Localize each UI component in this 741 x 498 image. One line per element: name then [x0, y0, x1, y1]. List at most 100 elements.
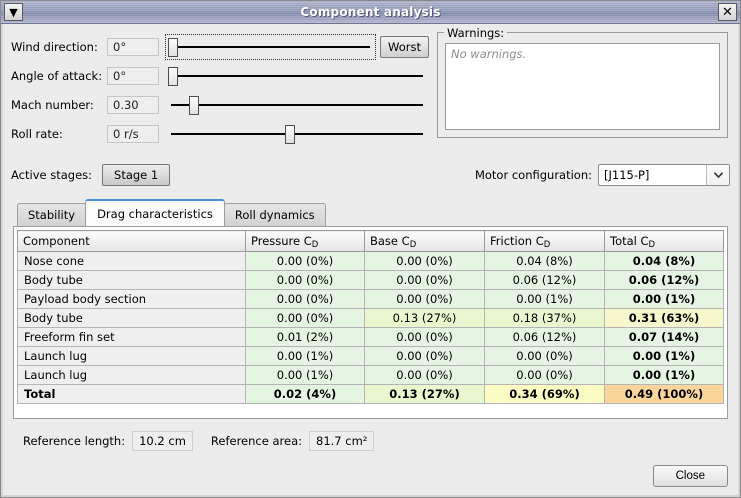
wind-direction-value: 0° [107, 37, 159, 56]
cell-component-name: Payload body section [17, 289, 246, 309]
header-text: Total C [610, 234, 649, 248]
cell-total-cd: 0.00 (1%) [604, 365, 724, 385]
footer-buttons: Close [652, 465, 728, 487]
cell-base-cd: 0.00 (0%) [364, 251, 485, 271]
window-menu-glyph: ▼ [9, 5, 18, 19]
header-text: Pressure C [251, 234, 312, 248]
cell-base-cd: 0.13 (27%) [364, 308, 485, 328]
cell-component-name: Launch lug [17, 365, 246, 385]
table-row[interactable]: Launch lug 0.00 (1%) 0.00 (0%) 0.00 (0%) 0.0… [17, 346, 724, 366]
cell-friction-cd: 0.04 (8%) [484, 251, 605, 271]
table-total-row[interactable]: Total 0.02 (4%) 0.13 (27%) 0.34 (69%) 0.49 (… [17, 384, 724, 404]
reference-length-label: Reference length: [23, 434, 126, 448]
cell-component-name: Body tube [17, 270, 246, 290]
column-header-base-cd[interactable]: Base CD [364, 230, 485, 252]
table-body: Nose cone 0.00 (0%) 0.00 (0%) 0.04 (8%) 0.04… [17, 251, 724, 404]
cell-total-cd: 0.00 (1%) [604, 346, 724, 366]
table-row[interactable]: Nose cone 0.00 (0%) 0.00 (0%) 0.04 (8%) 0.04… [17, 251, 724, 271]
cell-friction-cd: 0.00 (0%) [484, 346, 605, 366]
tab-drag-characteristics[interactable]: Drag characteristics [85, 199, 225, 226]
warnings-text: No warnings. [445, 43, 720, 130]
cell-base-cd: 0.00 (0%) [364, 365, 485, 385]
cell-friction-cd: 0.00 (0%) [484, 365, 605, 385]
header-text: Component [23, 234, 90, 248]
column-header-component[interactable]: Component [17, 230, 246, 252]
reference-area-label: Reference area: [210, 434, 302, 448]
slider-thumb[interactable] [168, 66, 178, 86]
header-text: Friction C [490, 234, 544, 248]
drag-table: Component Pressure CD Base CD Friction C… [17, 230, 724, 404]
slider-row-angle-of-attack: Angle of attack: 0° [11, 61, 429, 90]
subscript-d: D [648, 240, 656, 250]
mach-number-label: Mach number: [11, 97, 94, 112]
subscript-d: D [409, 240, 417, 250]
table-row[interactable]: Body tube 0.00 (0%) 0.00 (0%) 0.06 (12%) 0.0… [17, 270, 724, 290]
close-icon[interactable]: ✕ [718, 3, 737, 21]
mach-number-slider[interactable] [165, 92, 429, 118]
window-title: Component analysis [300, 5, 441, 19]
cell-component-name: Body tube [17, 308, 246, 328]
window-menu-icon[interactable]: ▼ [4, 3, 23, 21]
subscript-d: D [543, 240, 551, 250]
drag-characteristics-panel: Component Pressure CD Base CD Friction C… [13, 226, 728, 419]
column-header-total-cd[interactable]: Total CD [604, 230, 724, 252]
cell-total-cd: 0.07 (14%) [604, 327, 724, 347]
title-bar: ▼ Component analysis ✕ [1, 1, 740, 24]
angle-of-attack-value: 0° [107, 66, 159, 85]
cell-component-name: Launch lug [17, 346, 246, 366]
stage-config-row: Active stages: Stage 1 Motor configurati… [11, 162, 730, 188]
roll-rate-value: 0 r/s [107, 124, 159, 143]
slider-thumb[interactable] [285, 124, 295, 144]
table-row[interactable]: Body tube 0.00 (0%) 0.13 (27%) 0.18 (37%) 0.… [17, 308, 724, 328]
cell-component-name: Total [17, 384, 246, 404]
angle-of-attack-slider[interactable] [165, 63, 429, 89]
cell-base-cd: 0.00 (0%) [364, 270, 485, 290]
subscript-d: D [311, 240, 319, 250]
worst-button[interactable]: Worst [380, 36, 429, 58]
cell-total-cd: 0.06 (12%) [604, 270, 724, 290]
motor-configuration-value: [J115-P] [604, 168, 650, 182]
wind-direction-label: Wind direction: [11, 39, 98, 54]
slider-thumb[interactable] [168, 37, 178, 57]
cell-total-cd: 0.04 (8%) [604, 251, 724, 271]
cell-friction-cd: 0.18 (37%) [484, 308, 605, 328]
tab-stability[interactable]: Stability [17, 203, 87, 226]
motor-configuration-select[interactable]: [J115-P] [598, 164, 730, 186]
reference-values-row: Reference length: 10.2 cm Reference area… [11, 431, 730, 451]
slider-track [171, 132, 423, 135]
slider-track [171, 45, 371, 48]
cell-pressure-cd: 0.02 (4%) [245, 384, 365, 404]
slider-thumb[interactable] [189, 95, 199, 115]
wind-direction-slider[interactable] [165, 33, 377, 60]
slider-track [171, 103, 423, 106]
motor-configuration-label: Motor configuration: [474, 168, 592, 182]
tab-roll-dynamics[interactable]: Roll dynamics [223, 203, 326, 226]
column-header-pressure-cd[interactable]: Pressure CD [245, 230, 365, 252]
cell-friction-cd: 0.00 (1%) [484, 289, 605, 309]
roll-rate-slider[interactable] [165, 121, 429, 147]
cell-friction-cd: 0.06 (12%) [484, 270, 605, 290]
analysis-tabs: Stability Drag characteristics Roll dyna… [11, 199, 730, 226]
table-row[interactable]: Payload body section 0.00 (0%) 0.00 (0%) 0.… [17, 289, 724, 309]
close-glyph: ✕ [722, 4, 733, 20]
motor-configuration-group: Motor configuration: [J115-P] [475, 164, 730, 186]
cell-total-cd: 0.31 (63%) [604, 308, 724, 328]
parameter-sliders: Wind direction: 0° Worst Angle of attack… [11, 30, 429, 148]
chevron-down-icon[interactable] [706, 165, 729, 185]
cell-pressure-cd: 0.00 (0%) [245, 308, 365, 328]
table-row[interactable]: Launch lug 0.00 (1%) 0.00 (0%) 0.00 (0%) 0.0… [17, 365, 724, 385]
chevron-down-glyph [713, 171, 723, 178]
stage-1-toggle[interactable]: Stage 1 [102, 164, 171, 186]
table-header-row: Component Pressure CD Base CD Friction C… [17, 230, 724, 252]
cell-friction-cd: 0.06 (12%) [484, 327, 605, 347]
slider-row-wind-direction: Wind direction: 0° Worst [11, 32, 429, 61]
close-button[interactable]: Close [652, 465, 728, 487]
table-row[interactable]: Freeform fin set 0.01 (2%) 0.00 (0%) 0.06 (… [17, 327, 724, 347]
reference-length-value: 10.2 cm [132, 431, 193, 451]
cell-pressure-cd: 0.00 (1%) [245, 346, 365, 366]
angle-of-attack-label: Angle of attack: [11, 68, 103, 83]
cell-pressure-cd: 0.00 (1%) [245, 365, 365, 385]
column-header-friction-cd[interactable]: Friction CD [484, 230, 605, 252]
cell-base-cd: 0.00 (0%) [364, 346, 485, 366]
